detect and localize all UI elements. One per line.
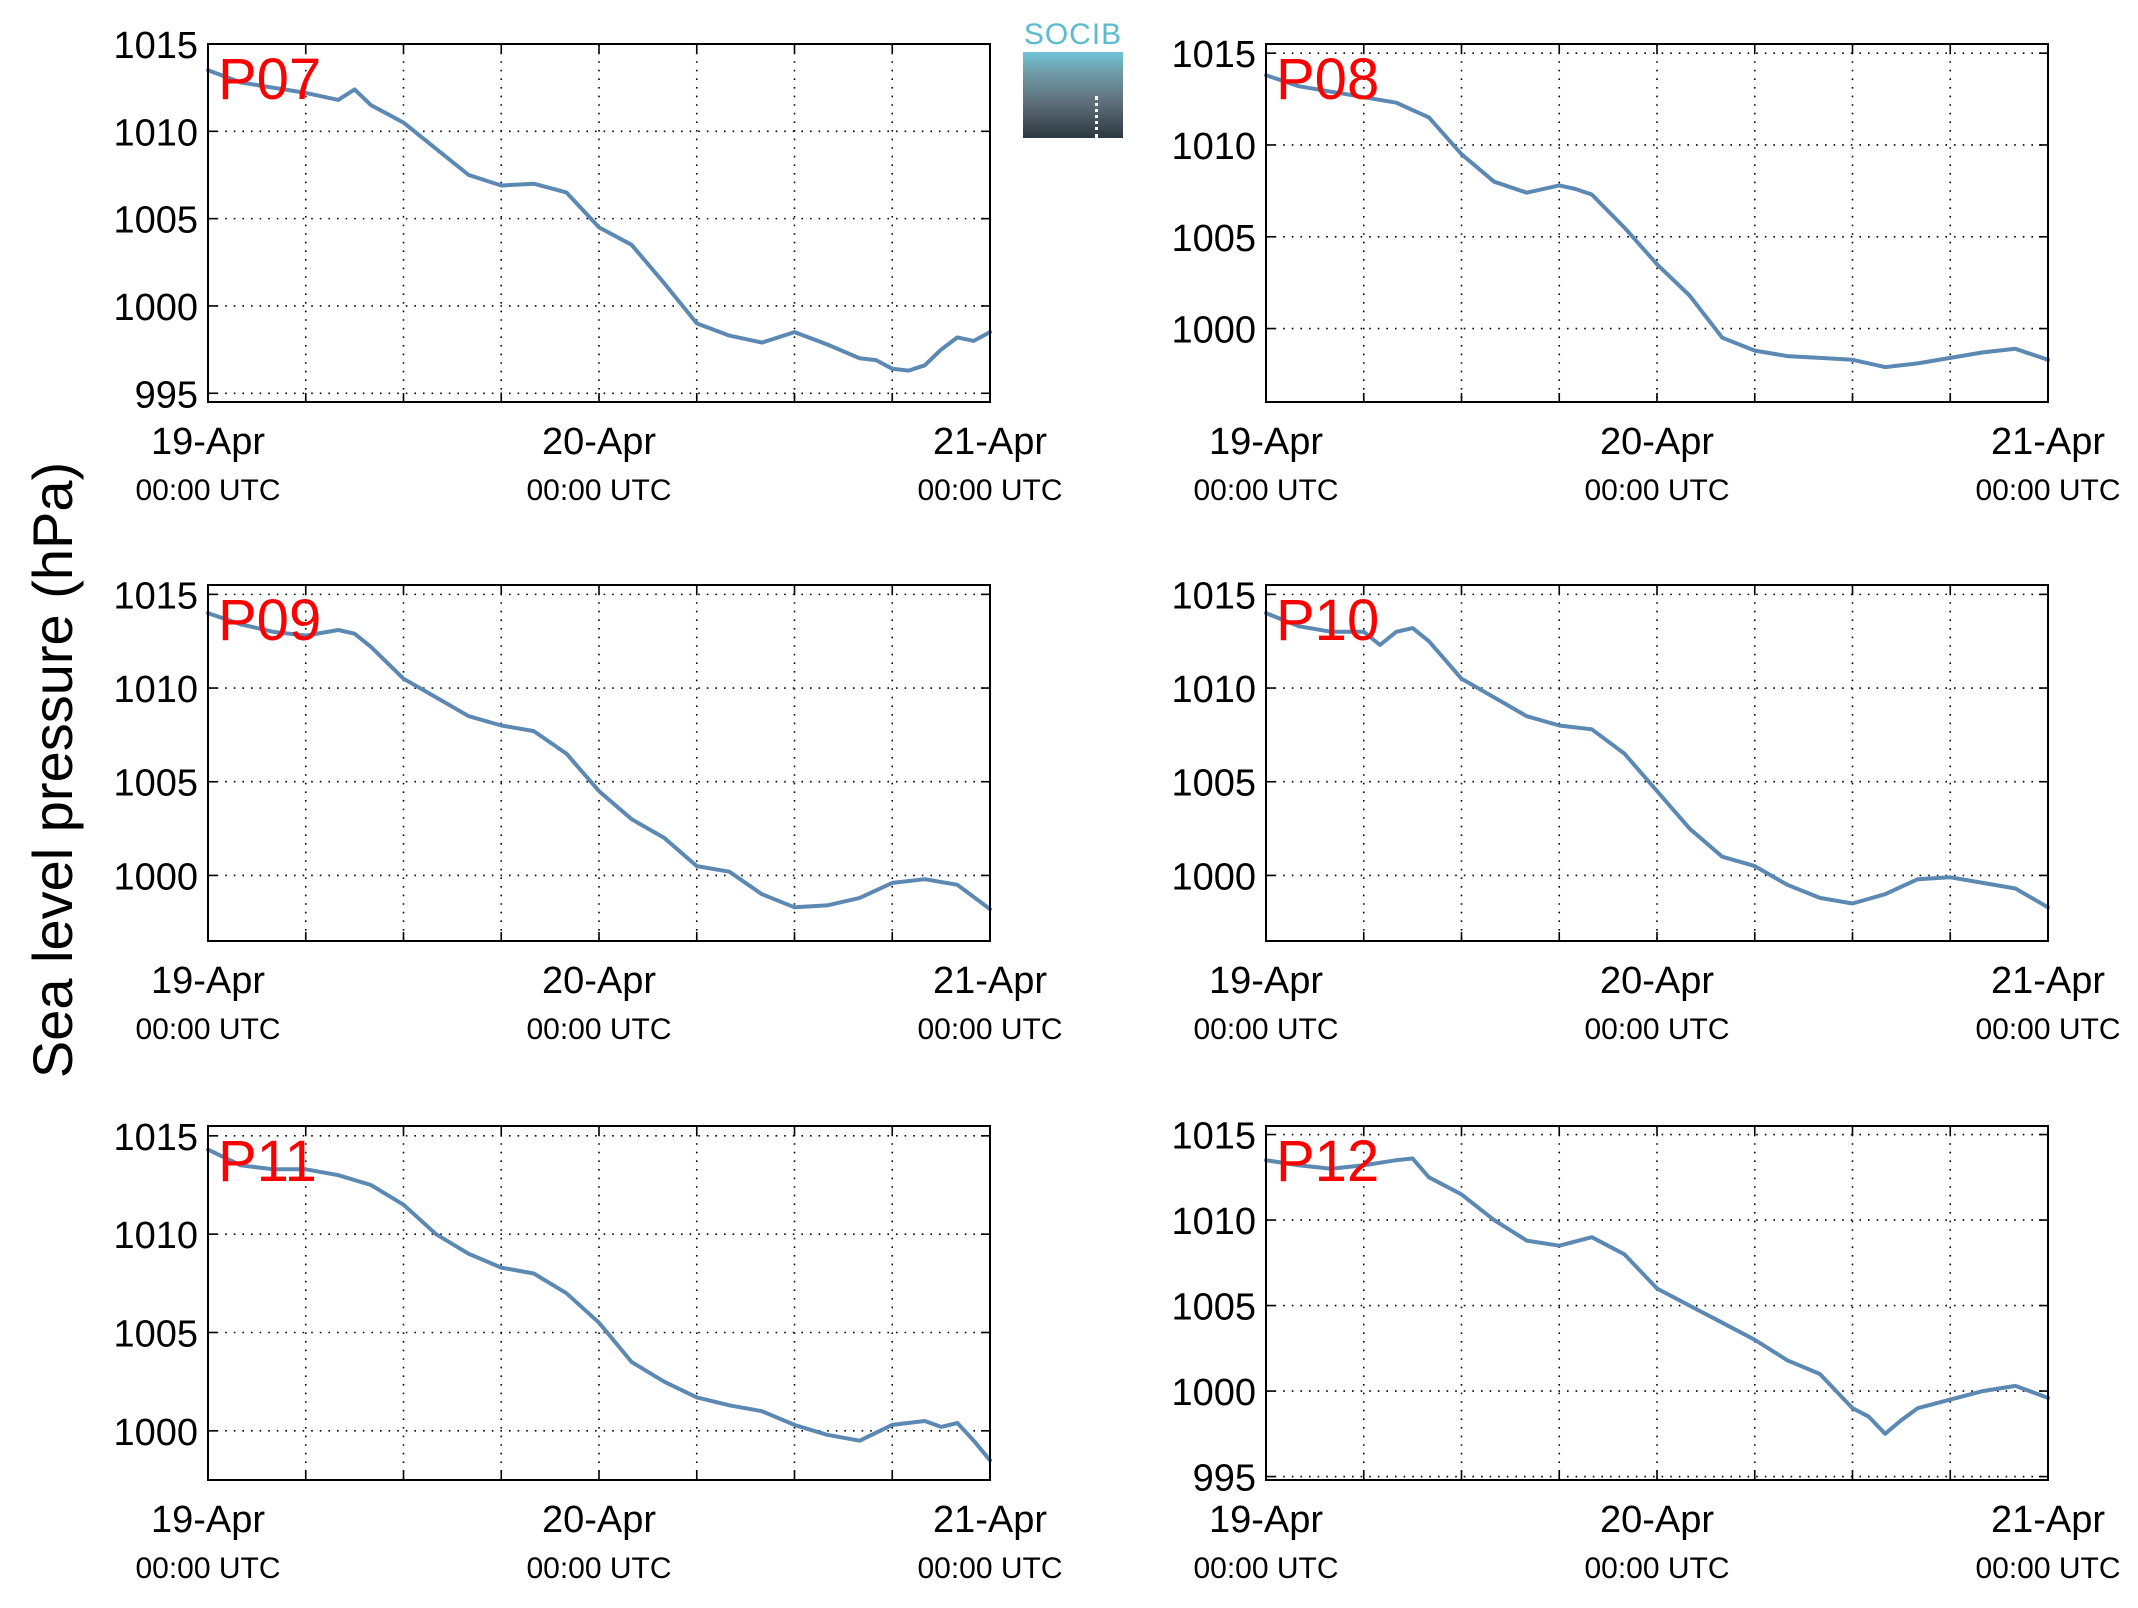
- x-tick-sublabel: 00:00 UTC: [135, 1552, 280, 1585]
- chart-panel-p09: 1000 1005 1010 1015 19-Apr 00:00 UTC 20-Apr 00:…: [113, 575, 1062, 1046]
- x-tick-sublabel: 00:00 UTC: [917, 1013, 1062, 1046]
- series-line: [206, 68, 992, 373]
- panel-label: P07: [218, 47, 321, 112]
- y-tick-label: 1010: [113, 669, 198, 711]
- series-line: [1264, 73, 2050, 370]
- y-tick-label: 1015: [1171, 1116, 1256, 1158]
- chart-panel-p11: 1000 1005 1010 1015 19-Apr 00:00 UTC 20-Apr 00:…: [113, 1117, 1062, 1585]
- x-tick-sublabel: 00:00 UTC: [917, 474, 1062, 507]
- panel-label: P08: [1276, 47, 1379, 112]
- plot-frame: [207, 43, 991, 403]
- y-tick-label: 995: [1193, 1458, 1256, 1500]
- x-tick-label: 20-Apr: [542, 421, 656, 463]
- x-tick-sublabel: 00:00 UTC: [135, 1013, 280, 1046]
- x-tick-sublabel: 00:00 UTC: [526, 474, 671, 507]
- x-tick-label: 20-Apr: [1600, 960, 1714, 1002]
- x-tick-sublabel: 00:00 UTC: [917, 1552, 1062, 1585]
- y-tick-label: 1000: [1171, 856, 1256, 898]
- y-tick-label: 1000: [113, 1412, 198, 1454]
- x-tick-label: 19-Apr: [1209, 1499, 1323, 1541]
- x-tick-label: 21-Apr: [933, 1499, 1047, 1541]
- panel-label: P10: [1276, 588, 1379, 653]
- x-tick-label: 20-Apr: [1600, 1499, 1714, 1541]
- x-tick-label: 20-Apr: [542, 960, 656, 1002]
- series-line: [206, 1147, 992, 1463]
- x-tick-sublabel: 00:00 UTC: [1584, 1552, 1729, 1585]
- y-tick-label: 1010: [1171, 669, 1256, 711]
- logo-text: SOCIB: [1023, 18, 1123, 51]
- x-tick-sublabel: 00:00 UTC: [1584, 1013, 1729, 1046]
- logo-dash-mark: [1095, 96, 1098, 138]
- chart-panel-p07: 995 1000 1005 1010 1015 19-Apr 00:00 UTC 20-Apr…: [113, 25, 1062, 507]
- socib-logo: SOCIB: [1021, 18, 1125, 138]
- y-tick-label: 1015: [113, 25, 198, 67]
- x-tick-label: 21-Apr: [933, 421, 1047, 463]
- plot-frame: [1265, 584, 2049, 942]
- x-tick-label: 19-Apr: [151, 960, 265, 1002]
- panel-label: P11: [218, 1129, 317, 1194]
- y-tick-label: 1000: [113, 856, 198, 898]
- y-tick-label: 1005: [113, 763, 198, 805]
- x-tick-label: 19-Apr: [151, 421, 265, 463]
- y-tick-label: 1005: [113, 1314, 198, 1356]
- logo-gradient-box: [1023, 52, 1123, 138]
- x-tick-label: 21-Apr: [1991, 421, 2105, 463]
- y-tick-label: 1000: [1171, 310, 1256, 352]
- x-tick-sublabel: 00:00 UTC: [526, 1013, 671, 1046]
- y-tick-label: 1005: [1171, 1287, 1256, 1329]
- y-tick-label: 1010: [113, 1215, 198, 1257]
- y-tick-label: 1015: [1171, 575, 1256, 617]
- y-tick-label: 1015: [113, 1117, 198, 1159]
- x-tick-label: 21-Apr: [933, 960, 1047, 1002]
- chart-panel-p10: 1000 1005 1010 1015 19-Apr 00:00 UTC 20-Apr 00:…: [1171, 575, 2120, 1046]
- x-tick-label: 19-Apr: [1209, 960, 1323, 1002]
- x-tick-label: 19-Apr: [151, 1499, 265, 1541]
- x-tick-label: 19-Apr: [1209, 421, 1323, 463]
- y-tick-label: 1005: [113, 200, 198, 242]
- y-tick-label: 1005: [1171, 763, 1256, 805]
- x-tick-sublabel: 00:00 UTC: [1584, 474, 1729, 507]
- plot-frame: [1265, 43, 2049, 403]
- y-tick-label: 1010: [113, 112, 198, 154]
- chart-panel-p12: 995 1000 1005 1010 1015 19-Apr 00:00 UTC 20-Apr…: [1171, 1116, 2120, 1585]
- y-tick-label: 1015: [1171, 34, 1256, 76]
- plot-frame: [207, 1125, 991, 1481]
- chart-panel-p08: 1000 1005 1010 1015 19-Apr 00:00 UTC 20-Apr 00:…: [1171, 34, 2120, 507]
- y-tick-label: 1000: [1171, 1372, 1256, 1414]
- x-tick-label: 20-Apr: [542, 1499, 656, 1541]
- panel-label: P12: [1276, 1129, 1379, 1194]
- x-tick-sublabel: 00:00 UTC: [1975, 1013, 2120, 1046]
- y-tick-label: 1005: [1171, 218, 1256, 260]
- x-tick-label: 21-Apr: [1991, 1499, 2105, 1541]
- x-tick-sublabel: 00:00 UTC: [135, 474, 280, 507]
- panel-label: P09: [218, 588, 321, 653]
- x-tick-sublabel: 00:00 UTC: [1193, 1552, 1338, 1585]
- series-line: [1264, 1156, 2050, 1436]
- x-tick-sublabel: 00:00 UTC: [1193, 474, 1338, 507]
- y-tick-label: 1000: [113, 287, 198, 329]
- x-tick-sublabel: 00:00 UTC: [526, 1552, 671, 1585]
- x-tick-sublabel: 00:00 UTC: [1975, 474, 2120, 507]
- x-tick-label: 21-Apr: [1991, 960, 2105, 1002]
- series-line: [206, 611, 992, 912]
- y-tick-label: 1010: [1171, 126, 1256, 168]
- series-line: [1264, 611, 2050, 910]
- plot-frame: [207, 584, 991, 942]
- x-tick-label: 20-Apr: [1600, 421, 1714, 463]
- plot-frame: [1265, 1125, 2049, 1481]
- x-tick-sublabel: 00:00 UTC: [1193, 1013, 1338, 1046]
- y-tick-label: 995: [135, 374, 198, 416]
- y-tick-label: 1010: [1171, 1201, 1256, 1243]
- y-tick-label: 1015: [113, 575, 198, 617]
- x-tick-sublabel: 00:00 UTC: [1975, 1552, 2120, 1585]
- y-axis-label: Sea level pressure (hPa): [21, 462, 84, 1078]
- panels: 995 1000 1005 1010 1015 19-Apr 00:00 UTC 20-Apr…: [113, 25, 2120, 1585]
